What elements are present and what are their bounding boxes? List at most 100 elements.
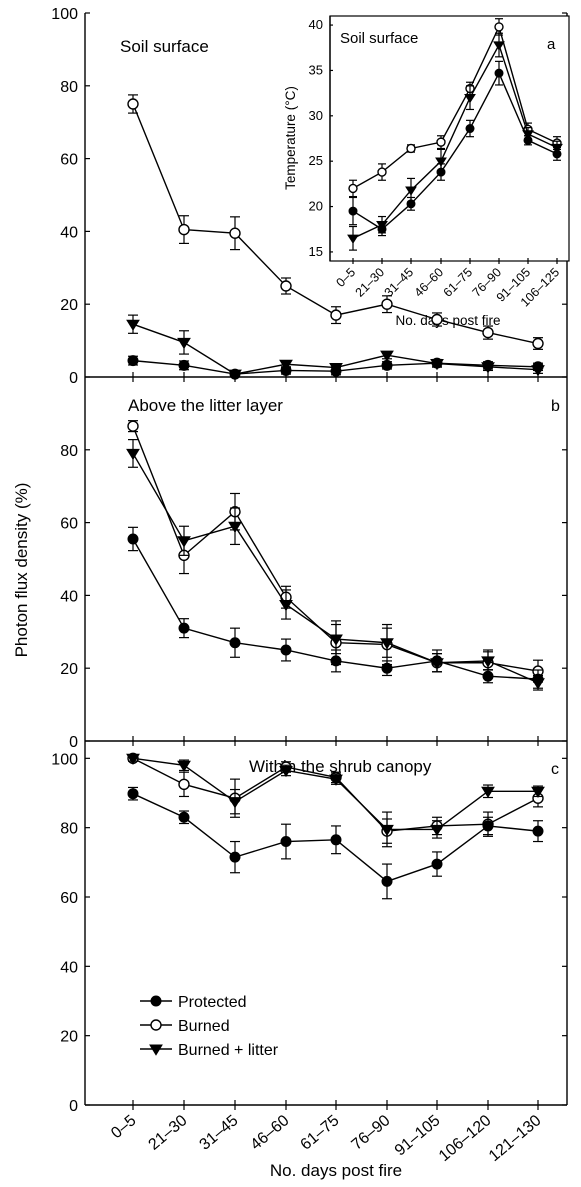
data-point <box>330 655 342 667</box>
data-point <box>381 662 393 674</box>
y-tick-label: 20 <box>60 297 78 314</box>
inset-x-tick-label: 46–60 <box>412 265 447 300</box>
y-tick-label: 20 <box>309 199 323 214</box>
y-tick-label: 80 <box>60 443 78 460</box>
data-point <box>126 753 140 766</box>
data-point <box>126 448 140 461</box>
y-tick-label: 0 <box>69 370 78 387</box>
panel-letter: c <box>551 761 559 778</box>
data-point <box>329 634 343 646</box>
data-point <box>431 655 443 667</box>
inset-x-tick-label: 61–75 <box>441 265 476 300</box>
y-tick-label: 60 <box>60 152 78 169</box>
data-point <box>465 124 475 134</box>
y-tick-label: 100 <box>51 751 78 768</box>
data-point <box>127 420 139 432</box>
y-tick-label: 60 <box>60 516 78 533</box>
data-point <box>150 1019 162 1031</box>
data-point <box>464 93 476 104</box>
data-point <box>436 167 446 177</box>
series-line <box>352 24 558 190</box>
y-tick-label: 20 <box>60 661 78 678</box>
data-point <box>431 858 443 870</box>
data-point <box>150 995 162 1007</box>
data-point <box>380 824 394 837</box>
panel-title: Soil surface <box>340 30 418 47</box>
data-point <box>229 637 241 649</box>
data-point <box>279 765 293 778</box>
inset-x-tick-label: 21–30 <box>353 265 388 300</box>
x-axis-label: No. days post fire <box>270 1161 402 1180</box>
panel-title: Above the litter layer <box>128 396 283 415</box>
data-point <box>531 786 545 798</box>
data-point <box>177 760 191 772</box>
x-tick-label: 106–120 <box>436 1112 495 1165</box>
data-point <box>552 149 562 159</box>
data-point <box>481 786 495 798</box>
data-point <box>380 350 394 362</box>
data-point <box>178 223 190 236</box>
data-point <box>178 811 190 823</box>
data-point <box>482 670 494 682</box>
x-tick-label: 61–75 <box>298 1112 343 1154</box>
panel-title: Within the shrub canopy <box>249 757 432 776</box>
data-point <box>280 644 292 656</box>
data-point <box>127 788 139 800</box>
data-point <box>228 521 242 533</box>
data-point <box>523 135 533 145</box>
legend-label: Protected <box>178 994 246 1011</box>
data-point <box>348 183 358 194</box>
series-line <box>352 43 558 239</box>
data-point <box>494 22 504 32</box>
data-point <box>127 98 139 110</box>
x-tick-label: 21–30 <box>146 1112 191 1154</box>
y-tick-label: 60 <box>60 890 78 907</box>
x-tick-label: 121–130 <box>486 1112 545 1165</box>
data-point <box>347 234 359 244</box>
y-tick-label: 25 <box>309 153 323 168</box>
data-point <box>532 361 544 373</box>
data-point <box>348 206 358 216</box>
data-point <box>493 41 505 51</box>
data-point <box>406 199 416 209</box>
y-tick-label: 15 <box>309 244 323 259</box>
panel-title: Soil surface <box>120 37 209 56</box>
data-point <box>532 825 544 837</box>
inset-x-axis-label: No. days post fire <box>395 313 500 328</box>
inset-frame <box>329 15 570 262</box>
data-point <box>482 820 494 832</box>
data-point <box>177 337 191 350</box>
data-point <box>381 298 393 310</box>
data-point <box>377 224 387 234</box>
data-point <box>532 673 544 685</box>
data-point <box>430 824 444 837</box>
y-tick-label: 30 <box>309 108 323 123</box>
data-point <box>381 875 393 887</box>
data-point <box>229 851 241 863</box>
x-tick-label: 0–5 <box>108 1112 139 1142</box>
data-point <box>435 157 447 167</box>
data-point <box>228 797 242 809</box>
axes-layer: 0 20 40 60 80 100 Soil surface 0 20 40 60 80 Above t… <box>51 6 570 1165</box>
data-point <box>178 778 190 791</box>
x-tick-label: 31–45 <box>197 1112 242 1154</box>
inset-y-axis-label: Temperature (°C) <box>283 86 298 190</box>
data-point <box>229 227 241 239</box>
data-point <box>532 337 544 350</box>
data-point <box>126 319 140 331</box>
data-point <box>405 186 417 196</box>
data-point <box>380 638 394 650</box>
y-tick-label: 0 <box>69 734 78 751</box>
y-tick-label: 35 <box>309 62 323 77</box>
data-point <box>330 309 342 321</box>
data-point <box>494 68 504 78</box>
panel-letter: a <box>547 36 556 53</box>
data-point <box>279 599 293 612</box>
data-point <box>481 656 495 668</box>
data-point <box>431 313 443 326</box>
inset-x-tick-label: 0–5 <box>333 265 358 290</box>
data-point <box>178 359 190 371</box>
data-point <box>127 355 139 367</box>
data-point <box>149 1044 163 1056</box>
legend-label: Burned <box>178 1018 230 1035</box>
